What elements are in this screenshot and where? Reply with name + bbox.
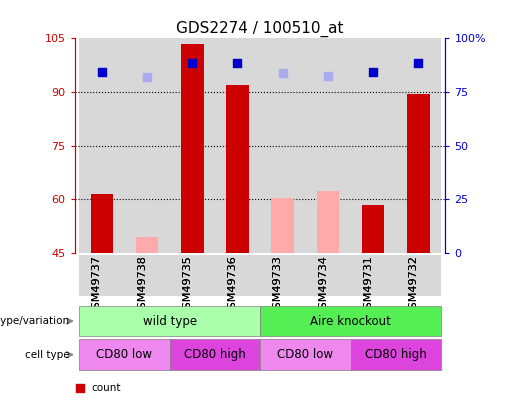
- Bar: [79, 255, 125, 296]
- Text: genotype/variation: genotype/variation: [0, 316, 70, 326]
- Bar: [79, 307, 260, 336]
- Bar: [260, 307, 441, 336]
- Bar: [317, 192, 339, 253]
- Text: GSM49735: GSM49735: [182, 255, 192, 315]
- Text: GSM49731: GSM49731: [363, 255, 373, 315]
- Point: [143, 74, 151, 80]
- Bar: [271, 198, 294, 253]
- Bar: [79, 38, 125, 253]
- Title: GDS2274 / 100510_at: GDS2274 / 100510_at: [176, 21, 344, 37]
- Bar: [79, 339, 169, 370]
- Bar: [226, 85, 249, 253]
- Text: wild type: wild type: [143, 315, 197, 328]
- Text: CD80 low: CD80 low: [96, 348, 152, 361]
- Bar: [260, 255, 305, 296]
- Text: Aire knockout: Aire knockout: [310, 315, 391, 328]
- Bar: [215, 255, 260, 296]
- Bar: [305, 255, 351, 296]
- Bar: [260, 339, 351, 370]
- Bar: [169, 339, 260, 370]
- Bar: [215, 38, 260, 253]
- Text: GSM49735: GSM49735: [182, 255, 192, 315]
- Text: GSM49732: GSM49732: [408, 255, 418, 316]
- Text: GSM49737: GSM49737: [92, 255, 102, 316]
- Text: CD80 high: CD80 high: [184, 348, 246, 361]
- Bar: [125, 255, 169, 296]
- Bar: [169, 255, 215, 296]
- Text: GSM49736: GSM49736: [228, 255, 237, 315]
- Bar: [305, 38, 351, 253]
- Bar: [169, 38, 215, 253]
- Text: cell type: cell type: [25, 350, 70, 360]
- Text: GSM49738: GSM49738: [137, 255, 147, 316]
- Text: GSM49733: GSM49733: [272, 255, 283, 315]
- Text: GSM49737: GSM49737: [92, 255, 102, 316]
- Text: GSM49733: GSM49733: [272, 255, 283, 315]
- Bar: [351, 339, 441, 370]
- Text: CD80 low: CD80 low: [277, 348, 333, 361]
- Bar: [362, 205, 384, 253]
- Text: count: count: [92, 383, 121, 393]
- Bar: [125, 38, 169, 253]
- Point: [279, 70, 287, 76]
- Point: [98, 68, 106, 75]
- Text: GSM49734: GSM49734: [318, 255, 328, 316]
- Point: [188, 60, 196, 66]
- Bar: [396, 255, 441, 296]
- Point: [233, 60, 242, 66]
- Text: GSM49738: GSM49738: [137, 255, 147, 316]
- Bar: [91, 194, 113, 253]
- Bar: [396, 38, 441, 253]
- Bar: [351, 255, 396, 296]
- Bar: [407, 94, 430, 253]
- Text: GSM49732: GSM49732: [408, 255, 418, 316]
- Point: [324, 73, 332, 79]
- Text: GSM49731: GSM49731: [363, 255, 373, 315]
- Point: [414, 60, 422, 66]
- Bar: [317, 190, 339, 253]
- Point: [369, 68, 377, 75]
- Text: GSM49736: GSM49736: [228, 255, 237, 315]
- Bar: [351, 38, 396, 253]
- Bar: [260, 38, 305, 253]
- Text: GSM49734: GSM49734: [318, 255, 328, 316]
- Bar: [181, 44, 203, 253]
- Text: CD80 high: CD80 high: [365, 348, 426, 361]
- Bar: [136, 237, 158, 253]
- Point: [76, 385, 84, 392]
